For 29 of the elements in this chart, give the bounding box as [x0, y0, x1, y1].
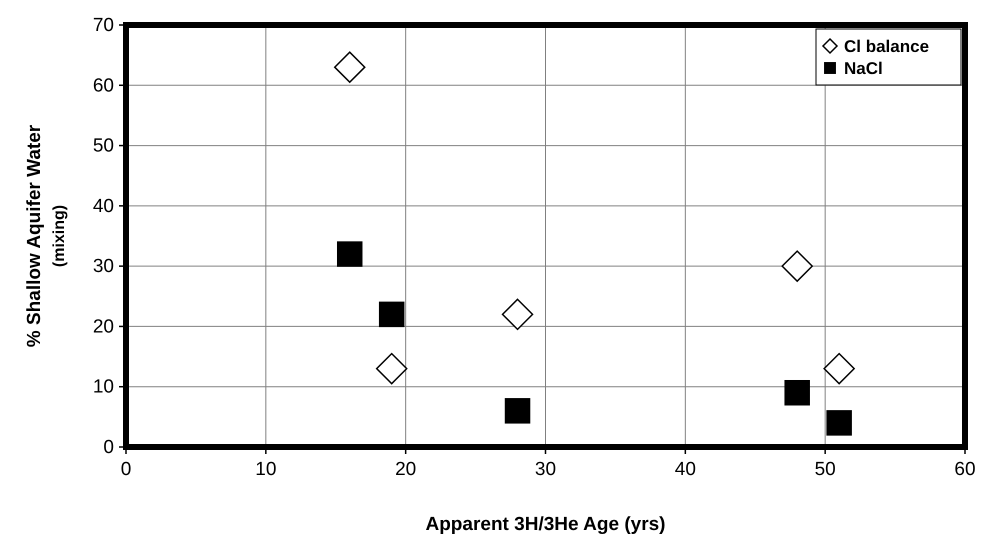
x-tick-label: 20 [395, 459, 416, 480]
point [823, 352, 855, 384]
point [504, 398, 530, 424]
y-tick-label: 40 [92, 196, 114, 217]
point [781, 250, 813, 282]
point [376, 352, 408, 384]
y-tick-label: 50 [92, 136, 114, 157]
point [378, 302, 404, 328]
x-tick-label: 50 [814, 459, 836, 480]
legend-label: NaCl [844, 59, 883, 78]
x-axis-title: Apparent 3H/3He Age (yrs) [425, 514, 666, 535]
y-tick-label: 70 [92, 15, 114, 36]
x-tick-label: 10 [255, 459, 276, 480]
x-tick-label: 40 [674, 459, 696, 480]
point [784, 380, 810, 406]
y-tick-label: 60 [92, 75, 114, 96]
x-tick-label: 60 [954, 459, 976, 480]
y-tick-label: 30 [92, 256, 114, 278]
point [502, 298, 534, 330]
y-tick-label: 0 [103, 437, 114, 458]
y-tick-label: 10 [92, 376, 114, 398]
x-tick-label: 30 [534, 459, 556, 480]
point [334, 51, 366, 83]
legend-label: Cl balance [844, 37, 930, 56]
point [336, 241, 362, 267]
y-tick-label: 20 [92, 316, 114, 338]
y-axis-title: % Shallow Aquifer Water (mixing) [24, 124, 68, 348]
x-tick-label: 0 [120, 459, 132, 480]
point [826, 410, 852, 436]
